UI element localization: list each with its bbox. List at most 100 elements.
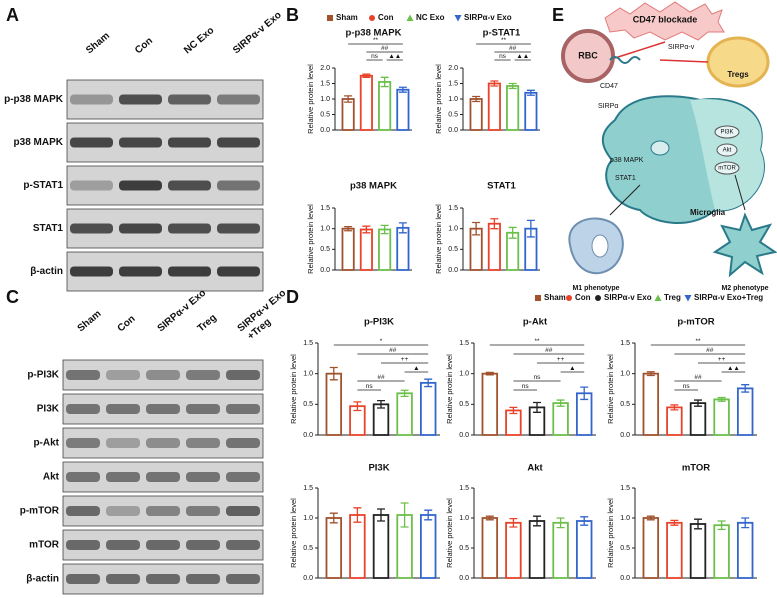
band	[66, 472, 100, 482]
y-tick-label: 1.5	[459, 485, 469, 492]
bar	[552, 402, 569, 436]
significance-label: ▲	[569, 365, 575, 372]
y-tick-label: 1.5	[303, 340, 313, 347]
band	[70, 137, 113, 148]
bar	[419, 514, 437, 579]
bar	[575, 520, 593, 579]
band	[66, 438, 100, 448]
significance-label: ns	[366, 383, 374, 390]
y-tick-label: 0.5	[320, 111, 330, 118]
band	[168, 180, 211, 191]
y-tick-label: 0.5	[459, 401, 469, 408]
band	[146, 370, 180, 380]
band	[66, 540, 100, 550]
bar	[372, 514, 390, 579]
y-tick-label: 1.5	[459, 340, 469, 347]
y-axis-label: Relative protein level	[289, 354, 298, 424]
error-bar	[646, 515, 655, 521]
burst	[604, 1, 725, 41]
band	[186, 370, 220, 380]
y-tick-label: 1.0	[320, 96, 330, 103]
band	[106, 472, 140, 482]
band	[70, 266, 113, 277]
legend-marker	[595, 295, 601, 301]
lane-label: NC Exo	[182, 25, 216, 56]
error-bar	[580, 386, 589, 401]
error-bar	[741, 384, 750, 393]
error-bar	[400, 502, 409, 528]
row-label: p-STAT1	[23, 180, 63, 191]
band	[168, 94, 211, 105]
y-tick-label: 1.0	[620, 515, 630, 522]
bar	[524, 91, 538, 131]
error-bar	[533, 401, 541, 413]
bar	[372, 403, 390, 436]
legend-marker	[369, 15, 375, 21]
row-label: p38 MAPK	[14, 137, 64, 148]
band	[186, 574, 220, 584]
legend-label: SIRPα-v Exo	[464, 13, 512, 22]
band	[106, 438, 140, 448]
band	[119, 137, 162, 148]
error-bar	[508, 226, 517, 239]
legend-marker	[535, 295, 541, 301]
y-axis-label: Relative protein level	[606, 498, 615, 568]
y-tick-label: 0.5	[448, 111, 458, 118]
bar	[528, 520, 546, 579]
error-bar	[717, 520, 726, 531]
band	[66, 404, 100, 414]
lane-label: Sham	[84, 30, 112, 56]
label: Akt	[723, 148, 732, 154]
bar	[736, 521, 754, 579]
y-tick-label: 2.0	[320, 65, 330, 72]
bar	[642, 372, 660, 436]
legend-marker	[684, 295, 692, 302]
error-bar	[670, 404, 679, 411]
band	[146, 574, 180, 584]
bar	[552, 521, 569, 579]
mechanism-diagram: CD47 blockade RBC Tregs SIRPα-v CD47 SIR…	[561, 1, 777, 292]
band	[106, 506, 140, 516]
significance-label: ##	[545, 347, 553, 354]
y-tick-label: 0.0	[320, 267, 330, 274]
legend-marker	[654, 294, 662, 301]
band	[226, 540, 260, 550]
bar	[666, 521, 683, 579]
error-bar	[329, 512, 338, 524]
bar	[689, 402, 707, 436]
y-tick-label: 1.0	[320, 226, 330, 233]
band	[186, 404, 220, 414]
significance-label: ++	[718, 356, 726, 363]
error-bar	[424, 378, 433, 388]
arrow	[609, 184, 641, 216]
lane-label: Sham	[76, 308, 104, 334]
error-bar	[508, 82, 517, 90]
chart-title: p38 MAPK	[350, 181, 397, 192]
y-tick-label: 0.0	[303, 575, 313, 582]
band	[226, 438, 260, 448]
significance-label: ##	[389, 347, 397, 354]
bar	[396, 392, 413, 436]
significance-label: ns	[371, 53, 379, 60]
y-tick-label: 1.5	[320, 80, 330, 87]
band	[168, 266, 211, 277]
arrow	[614, 41, 666, 59]
bar	[487, 222, 501, 271]
significance-label: *	[380, 338, 383, 345]
error-bar	[646, 371, 655, 377]
node	[714, 161, 740, 175]
bar	[481, 372, 499, 436]
error-bar	[717, 396, 726, 402]
y-axis-label: Relative protein level	[289, 498, 298, 568]
panel-label: E	[552, 5, 564, 25]
significance-label: ns	[499, 53, 507, 60]
significance-label: ▲▲	[516, 53, 529, 60]
y-tick-label: 1.5	[620, 340, 630, 347]
label: CD47	[600, 83, 618, 90]
label: M2 phenotype	[721, 285, 768, 292]
chart-title: p-p38 MAPK	[346, 28, 402, 39]
band	[70, 94, 113, 105]
bar	[506, 85, 520, 131]
significance-label: **	[695, 338, 701, 345]
bar	[378, 81, 392, 131]
